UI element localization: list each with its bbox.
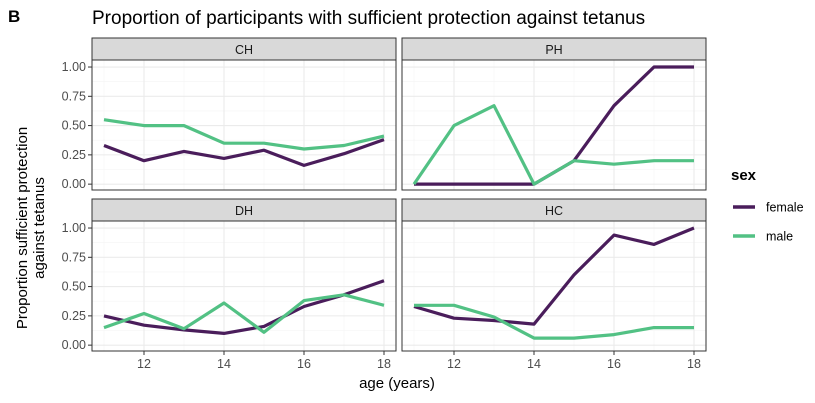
y-tick-label: 0.75: [62, 250, 86, 264]
y-tick-label: 1.00: [62, 60, 86, 74]
panels: CH 0.00 0.25 0.50 0.75 1.00 PH DH 0.00 0.25 0.50 0.…: [62, 37, 707, 371]
panel-border: [401, 220, 707, 352]
figure-tag: B: [8, 7, 20, 26]
series-line-male-ph: [412, 104, 694, 186]
panel-background: [401, 59, 707, 191]
x-tick-label: 14: [217, 357, 231, 371]
x-tick-label: 12: [447, 357, 461, 371]
strip-label: PH: [545, 43, 562, 57]
series-line-male-ch: [103, 118, 385, 151]
panel-ph: PH: [401, 37, 707, 191]
panel-hc: HC 12 14 16 18: [401, 198, 707, 371]
panel-dh: DH 0.00 0.25 0.50 0.75 1.00 12 14 16 18: [62, 198, 397, 371]
y-tick-label: 0.75: [62, 89, 86, 103]
strip-label: DH: [235, 204, 253, 218]
x-tick-label: 16: [297, 357, 311, 371]
x-tick-label: 16: [607, 357, 621, 371]
y-axis-title: Proportion sufficient protection against…: [14, 127, 48, 329]
series-line-male-dh: [103, 293, 385, 334]
x-tick-label: 12: [137, 357, 151, 371]
x-tick-label: 18: [377, 357, 391, 371]
y-axis-title-line-1: Proportion sufficient protection: [14, 127, 31, 329]
y-tick-label: 0.00: [62, 338, 86, 352]
legend-title: sex: [731, 167, 757, 184]
strip-label: HC: [545, 204, 563, 218]
chart-title: Proportion of participants with sufficie…: [92, 8, 645, 29]
x-tick-label: 14: [527, 357, 541, 371]
x-tick-label: 18: [687, 357, 701, 371]
strip-label: CH: [235, 43, 253, 57]
series-line-female-hc: [413, 226, 695, 326]
y-tick-label: 0.00: [62, 177, 86, 191]
panel-border: [91, 220, 397, 352]
panel-ch: CH 0.00 0.25 0.50 0.75 1.00: [62, 37, 397, 191]
y-tick-label: 0.25: [62, 309, 86, 323]
y-axis-title-line-2: against tetanus: [31, 177, 48, 279]
legend-label-male: male: [766, 230, 793, 244]
y-tick-label: 0.50: [62, 280, 86, 294]
panel-border: [91, 59, 397, 191]
y-tick-label: 1.00: [62, 221, 86, 235]
y-tick-label: 0.50: [62, 119, 86, 133]
panel-border: [401, 59, 707, 191]
legend: sex female male: [731, 167, 804, 244]
series-line-female-ch: [103, 138, 385, 167]
legend-label-female: female: [766, 201, 804, 215]
series-line-male-hc: [414, 303, 694, 340]
y-tick-label: 0.25: [62, 148, 86, 162]
x-axis-title: age (years): [359, 375, 435, 392]
